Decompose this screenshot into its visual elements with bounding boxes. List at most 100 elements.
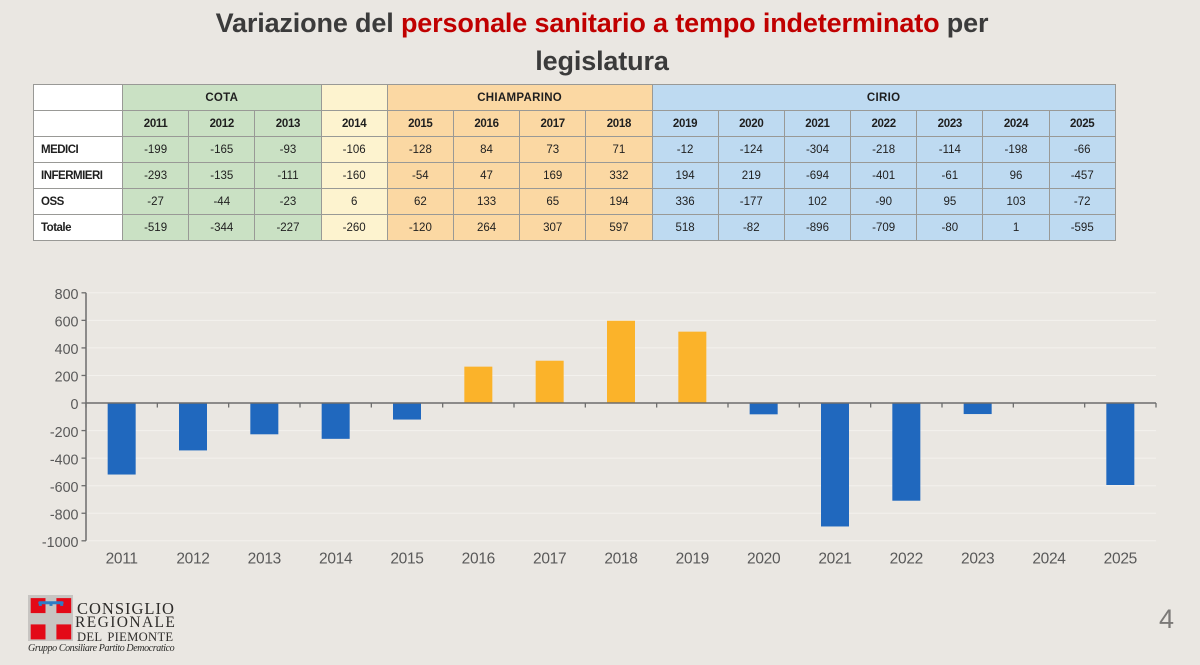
- cell-infermieri-2014: -160: [320, 162, 388, 189]
- table-row-oss: OSS -27 -44 -23 6 62 133 65 194 336 -177 102 -90 95 10…: [33, 188, 1116, 215]
- x-axis-label-2016: 2016: [462, 551, 495, 568]
- bar-2016: [464, 366, 493, 404]
- title-part-1: Variazione del: [215, 8, 401, 38]
- cell-infermieri-2021: -694: [783, 162, 852, 189]
- bar-2025: [1106, 403, 1135, 485]
- year-header-2011: 2011: [121, 110, 190, 137]
- y-axis-label--600: -600: [50, 480, 79, 496]
- cell-totale-2023: -80: [916, 214, 984, 241]
- cell-medici-2021: -304: [783, 136, 852, 163]
- data-table: COTA CHIAMPARINO CIRIO 2011 2012 2013 2014 2015…: [33, 84, 1116, 241]
- cell-oss-2020: -177: [717, 188, 785, 215]
- cell-infermieri-2016: 47: [452, 162, 521, 189]
- x-axis-label-2014: 2014: [319, 551, 353, 568]
- cell-oss-2019: 336: [651, 188, 719, 215]
- cell-totale-2011: -519: [121, 214, 190, 241]
- year-header-2019: 2019: [651, 110, 719, 137]
- logo-line-3: DEL PIEMONTE: [77, 630, 174, 645]
- cell-oss-2013: -23: [254, 188, 322, 215]
- x-axis-label-2025: 2025: [1104, 551, 1137, 568]
- cell-medici-2018: 71: [585, 136, 653, 163]
- cell-infermieri-2018: 332: [585, 162, 653, 189]
- cell-infermieri-2023: -61: [916, 162, 984, 189]
- row-label-totale: Totale: [33, 214, 123, 241]
- cell-medici-2020: -124: [717, 136, 785, 163]
- x-axis-label-2017: 2017: [533, 551, 566, 568]
- x-axis-label-2018: 2018: [604, 551, 637, 568]
- cell-oss-2022: -90: [850, 188, 918, 215]
- cell-medici-2012: -165: [188, 136, 256, 163]
- year-header-2025: 2025: [1048, 110, 1116, 137]
- table-row-infermieri: INFERMIERI -293 -135 -111 -160 -54 47 169 332 194…: [33, 162, 1116, 189]
- cell-infermieri-2025: -457: [1048, 162, 1116, 189]
- logo-subtitle: Gruppo Consiliare Partito Democratico: [28, 643, 175, 654]
- group-header-chiamparino: CHIAMPARINO: [386, 84, 653, 111]
- cell-oss-2017: 65: [519, 188, 587, 215]
- year-header-2021: 2021: [783, 110, 852, 137]
- cell-totale-2025: -595: [1048, 214, 1116, 241]
- cell-medici-2023: -114: [916, 136, 984, 163]
- cell-medici-2022: -218: [850, 136, 918, 163]
- year-header-2020: 2020: [717, 110, 785, 137]
- x-axis-label-2015: 2015: [390, 551, 423, 568]
- year-header-2012: 2012: [188, 110, 256, 137]
- year-header-2013: 2013: [254, 110, 322, 137]
- y-axis-label--800: -800: [50, 507, 79, 523]
- x-axis-label-2020: 2020: [747, 551, 781, 568]
- cell-totale-2024: 1: [982, 214, 1050, 241]
- cell-medici-2019: -12: [651, 136, 719, 163]
- row-label-infermieri: INFERMIERI: [33, 162, 123, 189]
- group-header-cota: COTA: [122, 84, 322, 111]
- cell-medici-2025: -66: [1048, 136, 1116, 163]
- row-label-oss: OSS: [33, 188, 123, 215]
- title-line-2: legislatura: [535, 45, 669, 76]
- x-axis-label-2013: 2013: [248, 551, 281, 568]
- cell-medici-2014: -106: [320, 136, 388, 163]
- x-axis-label-2022: 2022: [890, 551, 923, 568]
- cell-infermieri-2013: -111: [254, 162, 322, 189]
- year-header-2018: 2018: [585, 110, 653, 137]
- cell-oss-2015: 62: [386, 188, 454, 215]
- cell-medici-2013: -93: [254, 136, 322, 163]
- table-row-medici: MEDICI -199 -165 -93 -106 -128 84 73 71 -12 -124 -3…: [33, 136, 1116, 163]
- x-axis-label-2024: 2024: [1032, 551, 1066, 568]
- cell-oss-2024: 103: [982, 188, 1050, 215]
- cell-totale-2014: -260: [320, 214, 388, 241]
- bar-2018: [607, 320, 635, 404]
- bar-2022: [892, 403, 921, 501]
- bar-2012: [179, 403, 207, 451]
- cell-infermieri-2022: -401: [850, 162, 918, 189]
- title-highlight: personale sanitario a tempo indeterminat…: [400, 8, 940, 38]
- cell-totale-2015: -120: [386, 214, 454, 241]
- cell-totale-2019: 518: [651, 214, 719, 241]
- cell-infermieri-2019: 194: [651, 162, 719, 189]
- bar-2023: [963, 403, 992, 415]
- cell-totale-2018: 597: [585, 214, 653, 241]
- table-corner-cell: [33, 84, 123, 111]
- logo-line-2: REGIONALE: [75, 614, 177, 632]
- bar-2014: [321, 403, 350, 439]
- y-axis-label-0: 0: [71, 397, 79, 413]
- x-axis-label-2021: 2021: [818, 551, 851, 568]
- cell-totale-2012: -344: [188, 214, 256, 241]
- group-header-cirio: CIRIO: [651, 84, 1116, 111]
- y-axis-label--200: -200: [50, 425, 79, 441]
- cell-totale-2016: 264: [452, 214, 521, 241]
- y-axis-label--400: -400: [50, 452, 79, 468]
- year-header-2023: 2023: [916, 110, 984, 137]
- table-row-totale: Totale -519 -344 -227 -260 -120 264 307 597 518 -8…: [33, 214, 1116, 241]
- bar-2019: [678, 331, 707, 404]
- cell-medici-2016: 84: [452, 136, 521, 163]
- bar-chart: -1000 -800 -600 -400 -200 0 200 400 600 800 2011 20…: [42, 287, 1157, 568]
- x-axis-label-2012: 2012: [176, 551, 209, 568]
- cell-totale-2017: 307: [519, 214, 587, 241]
- cell-medici-2024: -198: [982, 136, 1050, 163]
- cell-oss-2012: -44: [188, 188, 256, 215]
- bar-2015: [393, 403, 421, 420]
- x-axis-label-2011: 2011: [106, 551, 138, 568]
- x-axis-label-2019: 2019: [676, 551, 709, 568]
- cell-oss-2014: 6: [320, 188, 388, 215]
- year-header-2014: 2014: [320, 110, 388, 137]
- cell-infermieri-2020: 219: [717, 162, 785, 189]
